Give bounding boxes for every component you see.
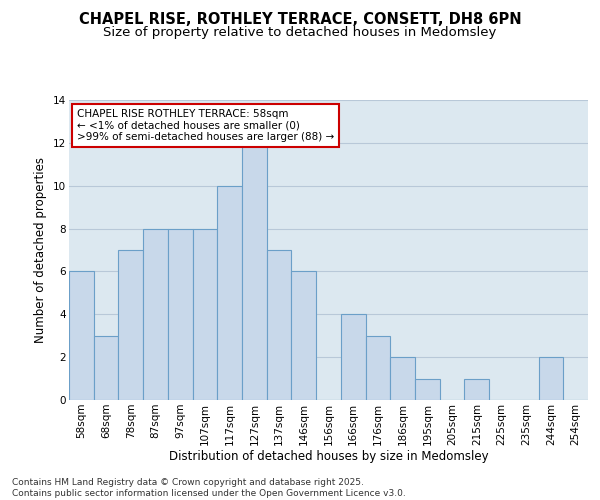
Text: Size of property relative to detached houses in Medomsley: Size of property relative to detached ho…: [103, 26, 497, 39]
Y-axis label: Number of detached properties: Number of detached properties: [34, 157, 47, 343]
Bar: [217, 186, 242, 400]
Bar: [118, 250, 143, 400]
Bar: [415, 378, 440, 400]
Text: CHAPEL RISE, ROTHLEY TERRACE, CONSETT, DH8 6PN: CHAPEL RISE, ROTHLEY TERRACE, CONSETT, D…: [79, 12, 521, 28]
Bar: [193, 228, 217, 400]
Bar: [242, 143, 267, 400]
Bar: [168, 228, 193, 400]
Bar: [341, 314, 365, 400]
Bar: [539, 357, 563, 400]
Bar: [94, 336, 118, 400]
Bar: [267, 250, 292, 400]
Bar: [69, 272, 94, 400]
Bar: [464, 378, 489, 400]
Bar: [390, 357, 415, 400]
Bar: [143, 228, 168, 400]
Text: CHAPEL RISE ROTHLEY TERRACE: 58sqm
← <1% of detached houses are smaller (0)
>99%: CHAPEL RISE ROTHLEY TERRACE: 58sqm ← <1%…: [77, 109, 334, 142]
Bar: [292, 272, 316, 400]
Text: Contains HM Land Registry data © Crown copyright and database right 2025.
Contai: Contains HM Land Registry data © Crown c…: [12, 478, 406, 498]
X-axis label: Distribution of detached houses by size in Medomsley: Distribution of detached houses by size …: [169, 450, 488, 464]
Bar: [365, 336, 390, 400]
